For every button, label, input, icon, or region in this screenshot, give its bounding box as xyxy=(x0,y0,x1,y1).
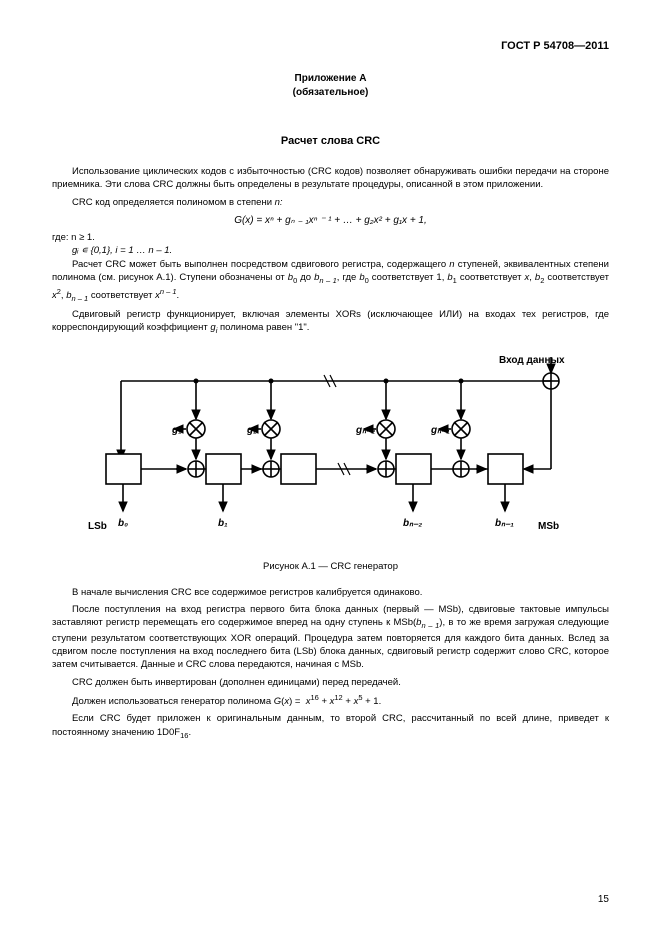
paragraph-1: Использование циклических кодов с избыто… xyxy=(52,165,609,192)
svg-text:bₙ₋₂: bₙ₋₂ xyxy=(403,518,422,529)
svg-text:b₁: b₁ xyxy=(218,518,228,529)
formula-gx: G(x) = xⁿ + gₙ ₋ ₁xⁿ ⁻ ¹ + … + g₂x² + g₁… xyxy=(52,215,609,226)
appendix-line1: Приложение А xyxy=(52,72,609,86)
appendix-line2: (обязательное) xyxy=(52,86,609,100)
paragraph-8: Должен использоваться генератор полинома… xyxy=(52,693,609,708)
paragraph-9: Если CRC будет приложен к оригинальным д… xyxy=(52,712,609,741)
figure-caption: Рисунок А.1 — CRC генератор xyxy=(52,561,609,572)
input-label: Вход данных xyxy=(499,355,565,366)
page-number: 15 xyxy=(598,894,609,905)
msb-label: MSb xyxy=(538,521,559,532)
paragraph-7: CRC должен быть инвертирован (дополнен е… xyxy=(52,676,609,689)
reg-bn1 xyxy=(488,454,523,484)
paragraph-3: Расчет CRC может быть выполнен посредств… xyxy=(52,258,609,304)
where-g: gᵢ ∊ {0,1}, i = 1 … n – 1. xyxy=(52,245,609,256)
reg-mid xyxy=(281,454,316,484)
svg-text:b₀: b₀ xyxy=(118,518,128,529)
appendix-heading: Приложение А (обязательное) xyxy=(52,72,609,100)
paragraph-6: После поступления на вход регистра перво… xyxy=(52,603,609,672)
reg-b0 xyxy=(106,454,141,484)
figure-crc-generator: Вход данных g₁ g₂ xyxy=(76,351,586,551)
page: ГОСТ Р 54708—2011 Приложение А (обязател… xyxy=(0,0,661,935)
reg-bn2 xyxy=(396,454,431,484)
svg-text:gₙ₋₂: gₙ₋₂ xyxy=(355,425,375,436)
crc-diagram-svg: Вход данных g₁ g₂ xyxy=(76,351,586,551)
svg-text:gₙ₋₁: gₙ₋₁ xyxy=(430,425,450,436)
document-code-header: ГОСТ Р 54708—2011 xyxy=(52,40,609,52)
paragraph-5: В начале вычисления CRC все содержимое р… xyxy=(52,586,609,599)
reg-b1 xyxy=(206,454,241,484)
where-n: где: n ≥ 1. xyxy=(52,232,609,243)
paragraph-4: Сдвиговый регистр функционирует, включая… xyxy=(52,308,609,337)
svg-text:g₁: g₁ xyxy=(171,425,182,436)
paragraph-2: CRC код определяется полиномом в степени… xyxy=(52,196,609,209)
svg-text:bₙ₋₁: bₙ₋₁ xyxy=(495,518,514,529)
lsb-label: LSb xyxy=(88,521,107,532)
section-title: Расчет слова CRC xyxy=(52,135,609,147)
svg-text:g₂: g₂ xyxy=(246,425,257,436)
